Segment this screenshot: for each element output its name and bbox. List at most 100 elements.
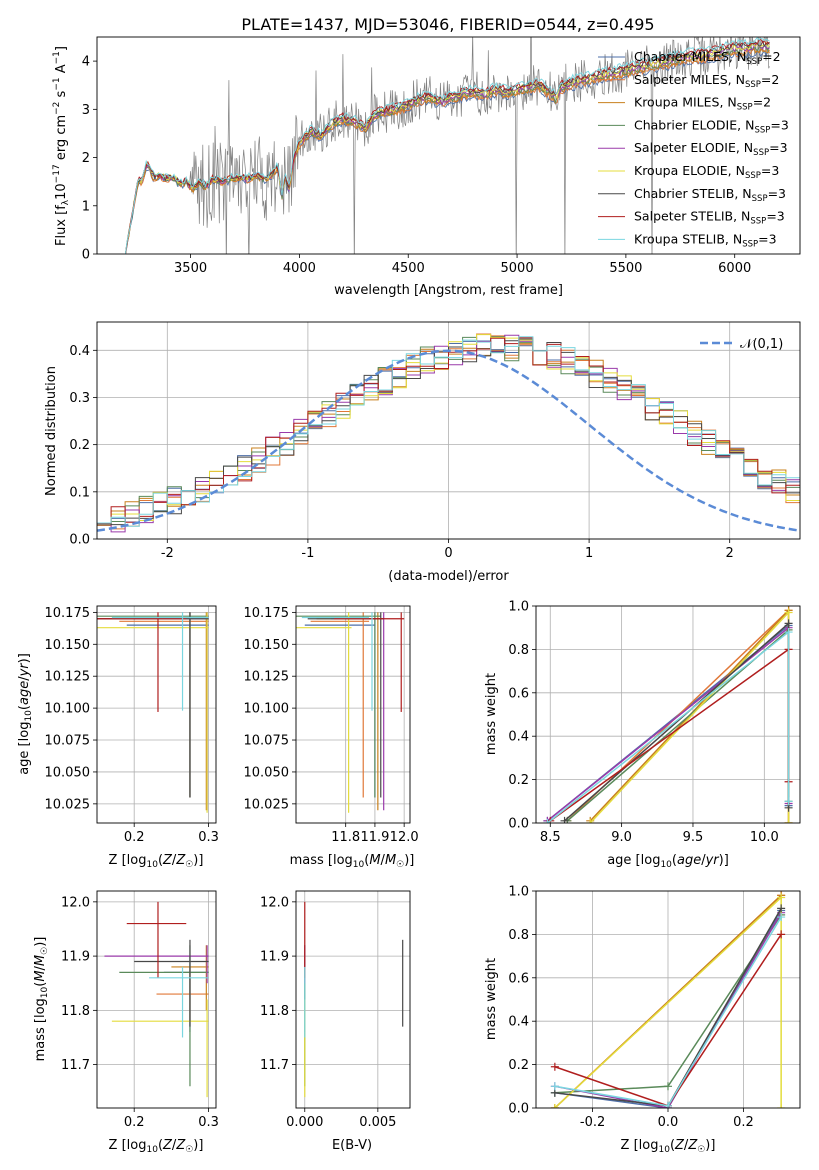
y-tick-label: 0.6	[508, 971, 529, 986]
y-tick-label: 4	[82, 55, 90, 70]
x-tick-label: 0.3	[198, 1115, 219, 1130]
x-tick-label: 10.0	[750, 830, 779, 845]
model-spectrum-line	[125, 47, 770, 254]
y-tick-label: 0.1	[69, 485, 90, 500]
x-tick-label: 11.9	[360, 830, 389, 845]
legend-entry: Kroupa MILES, NSSP=2	[634, 95, 771, 113]
plot-area	[543, 606, 793, 823]
weight-marker	[550, 1062, 559, 1071]
y-tick-label: 3	[82, 103, 90, 118]
x-tick-label: 0.3	[198, 830, 219, 845]
y-tick-label: 10.075	[244, 734, 290, 749]
y-tick-label: 10.100	[45, 702, 91, 717]
x-axis-label: Z [log10(Z/Z☉)]	[109, 853, 204, 870]
data-spectrum	[125, 37, 770, 254]
plot-area	[550, 891, 786, 1108]
residual-histogram	[97, 337, 800, 524]
x-tick-label: 0.2	[124, 1115, 145, 1130]
y-tick-label: 11.9	[260, 950, 289, 965]
x-tick-label: 5500	[609, 261, 642, 276]
legend-entry: Salpeter MILES, NSSP=2	[634, 72, 779, 90]
y-tick-label: 0.8	[508, 643, 529, 658]
y-tick-label: 0.2	[508, 1058, 529, 1073]
panel-weight_vs_age: 8.5 9.0 9.5 10.0 0.0 0.2 0.4 0.6 0.8 1.0 age [log1…	[484, 600, 801, 870]
figure-title: PLATE=1437, MJD=53046, FIBERID=0544, z=0…	[241, 15, 654, 34]
axes-frame	[96, 36, 801, 255]
residual-histogram	[97, 338, 800, 526]
x-axis-label: Z [log10(Z/Z☉)]	[621, 1138, 716, 1155]
y-tick-label: 1.0	[508, 885, 529, 900]
x-tick-label: 0.0	[658, 1115, 679, 1130]
axes-frame	[96, 321, 801, 540]
panel-mass_vs_EBV: 0.000 0.005 11.7 11.8 11.9 12.0 E(B-V)	[260, 890, 411, 1153]
y-tick-label: 0.8	[508, 928, 529, 943]
y-tick-label: 10.025	[244, 797, 290, 812]
axes-frame	[535, 890, 801, 1109]
weight-marker	[784, 628, 793, 637]
y-tick-label: 10.125	[244, 670, 290, 685]
weight-marker	[543, 819, 552, 823]
weight-marker	[777, 1104, 786, 1108]
plot-area	[104, 901, 209, 1098]
weight-line	[546, 630, 790, 823]
x-tick-label: 3500	[174, 261, 207, 276]
x-tick-label: 5000	[501, 261, 534, 276]
weight-marker	[777, 913, 786, 922]
x-tick-label: -0.2	[580, 1115, 605, 1130]
weight-marker	[777, 904, 786, 913]
y-tick-label: 10.075	[45, 734, 91, 749]
panel-mass_vs_Z: 0.2 0.3 11.7 11.8 11.9 12.0 Z [log10(Z/Z☉)] mas…	[33, 890, 219, 1155]
y-tick-label: 11.7	[61, 1058, 90, 1073]
x-axis-label: age [log10(age/yr)]	[607, 853, 729, 870]
grid	[97, 891, 216, 1108]
x-tick-label: 4500	[392, 261, 425, 276]
y-axis-label: mass [log10(M/M☉)]	[33, 937, 50, 1062]
axes-frame	[295, 890, 411, 1109]
y-tick-label: 10.175	[45, 606, 91, 621]
y-tick-label: 0.4	[69, 344, 90, 359]
y-tick-label: 10.125	[45, 670, 91, 685]
y-axis-label: Normed distribution	[44, 366, 59, 496]
grid	[536, 890, 800, 1109]
x-tick-label: 8.5	[540, 830, 561, 845]
y-tick-label: 0	[82, 248, 90, 263]
legend-entry: Chabrier ELODIE, NSSP=3	[634, 117, 789, 135]
y-axis-label: Flux [fλ10−17 erg cm−2 s−1 A−1]	[52, 46, 71, 246]
x-tick-label: 0.2	[124, 830, 145, 845]
legend-entry: Kroupa STELIB, NSSP=3	[634, 231, 777, 249]
x-tick-label: 0.000	[286, 1115, 323, 1130]
y-tick-label: 0.0	[508, 1102, 529, 1117]
y-tick-label: 0.4	[508, 730, 529, 745]
y-tick-label: 0.2	[508, 773, 529, 788]
legend-entry: Kroupa ELODIE, NSSP=3	[634, 163, 779, 181]
y-axis-label: age [log10(age/yr)]	[17, 653, 34, 775]
x-tick-label: -1	[301, 546, 314, 561]
y-tick-label: 0.0	[508, 817, 529, 832]
weight-marker	[664, 1082, 672, 1091]
x-tick-label: 1	[585, 546, 593, 561]
y-tick-label: 11.9	[61, 950, 90, 965]
panel-spectrum: 3500 4000 4500 5000 5500 6000 0 1 2 3 4 wavelength …	[52, 36, 801, 298]
weight-marker	[586, 819, 595, 823]
legend-entry: Salpeter STELIB, NSSP=3	[634, 209, 785, 227]
x-tick-label: 2	[726, 546, 734, 561]
axes-frame	[96, 890, 217, 1109]
y-tick-label: 0.2	[69, 438, 90, 453]
y-tick-label: 12.0	[260, 895, 289, 910]
y-tick-label: 10.175	[244, 606, 290, 621]
weight-line	[589, 610, 790, 823]
axes-frame	[295, 605, 411, 824]
y-tick-label: 1.0	[508, 600, 529, 615]
y-tick-label: 1	[82, 199, 90, 214]
axes-frame	[535, 605, 801, 824]
y-tick-label: 0.6	[508, 686, 529, 701]
y-tick-label: 0.4	[508, 1015, 529, 1030]
x-tick-label: 0.2	[733, 1115, 754, 1130]
legend-entry: 𝒩(0,1)	[740, 337, 783, 352]
legend-entry: Chabrier STELIB, NSSP=3	[634, 186, 786, 204]
legend-entry: Chabrier MILES, NSSP=2	[634, 49, 781, 67]
panel-residuals: -2 -1 0 1 2 0.0 0.1 0.2 0.3 0.4 𝒩(0,1) (data-model)…	[44, 321, 801, 584]
y-axis-label: mass weight	[484, 673, 499, 755]
y-tick-label: 2	[82, 151, 90, 166]
